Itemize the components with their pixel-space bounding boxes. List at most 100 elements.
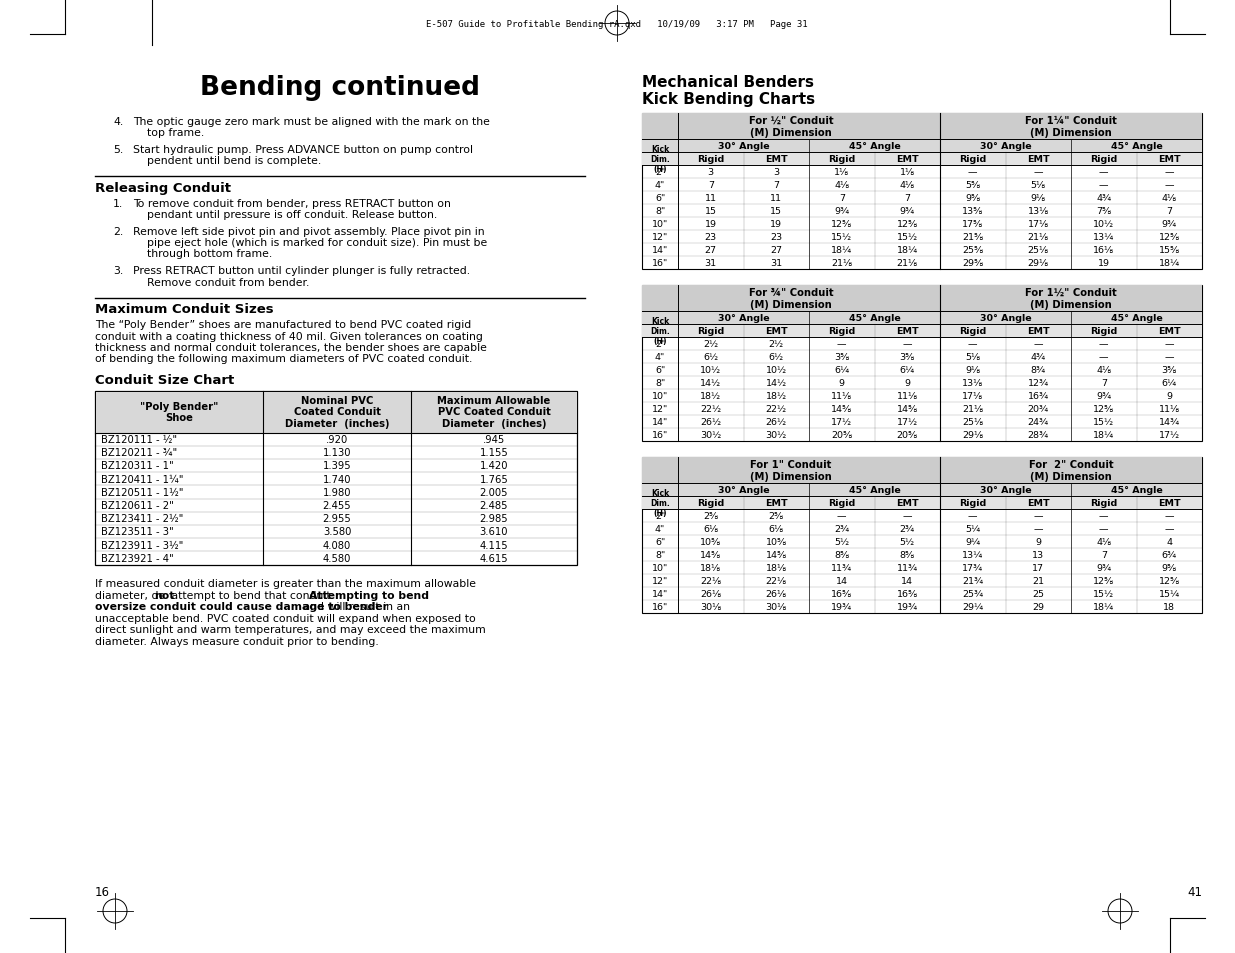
- Text: 45° Angle: 45° Angle: [848, 485, 900, 495]
- Text: 10½: 10½: [766, 366, 787, 375]
- Text: 16": 16": [652, 431, 668, 439]
- Text: —: —: [1165, 339, 1174, 349]
- Text: EMT: EMT: [895, 498, 919, 507]
- Text: 12⅝: 12⅝: [831, 220, 852, 229]
- Text: 3.610: 3.610: [479, 527, 509, 537]
- Text: 17¾: 17¾: [962, 563, 983, 573]
- Text: 22⅛: 22⅛: [700, 577, 721, 585]
- Text: 17½: 17½: [1158, 431, 1179, 439]
- Bar: [642, 497, 1202, 510]
- Text: 19: 19: [1098, 258, 1110, 268]
- Bar: [95, 391, 577, 433]
- Text: 4⅛: 4⅛: [1097, 537, 1112, 546]
- Text: 21: 21: [1032, 577, 1045, 585]
- Text: 9: 9: [1166, 392, 1172, 400]
- Text: 7: 7: [708, 181, 714, 190]
- Text: E-507 Guide to Profitable Bending rA.qxd   10/19/09   3:17 PM   Page 31: E-507 Guide to Profitable Bending rA.qxd…: [426, 20, 808, 29]
- Text: EMT: EMT: [1028, 327, 1050, 335]
- Text: Releasing Conduit: Releasing Conduit: [95, 182, 231, 194]
- Text: 12⅝: 12⅝: [1158, 233, 1179, 242]
- Text: 10⅝: 10⅝: [700, 537, 721, 546]
- Text: 18¼: 18¼: [1093, 602, 1114, 612]
- Text: 13⅛: 13⅛: [1028, 207, 1049, 215]
- Text: Rigid: Rigid: [1091, 327, 1118, 335]
- Text: Kick
Dim.
(H): Kick Dim. (H): [650, 145, 669, 173]
- Text: Rigid: Rigid: [829, 498, 856, 507]
- Text: 16": 16": [652, 258, 668, 268]
- Text: 11: 11: [771, 193, 782, 203]
- Text: 20⅝: 20⅝: [897, 431, 918, 439]
- Text: 7: 7: [1166, 207, 1172, 215]
- Text: 5½: 5½: [899, 537, 915, 546]
- Text: Rigid: Rigid: [697, 327, 725, 335]
- Text: 30½: 30½: [766, 431, 787, 439]
- Text: 2⅝: 2⅝: [703, 512, 719, 520]
- Text: 9: 9: [904, 378, 910, 388]
- Text: 9¾: 9¾: [1097, 392, 1112, 400]
- Text: 7: 7: [904, 193, 910, 203]
- Text: 1.765: 1.765: [479, 475, 509, 484]
- Text: EMT: EMT: [1158, 498, 1181, 507]
- Text: 2½: 2½: [703, 339, 719, 349]
- Text: 20⅝: 20⅝: [831, 431, 852, 439]
- Text: diameter, do: diameter, do: [95, 590, 169, 600]
- Text: —: —: [1099, 353, 1109, 361]
- Text: Remove left side pivot pin and pivot assembly. Place pivot pin in
    pipe eject: Remove left side pivot pin and pivot ass…: [133, 227, 488, 259]
- Text: 9: 9: [839, 378, 845, 388]
- Text: —: —: [1034, 524, 1044, 534]
- Text: Rigid: Rigid: [960, 154, 987, 164]
- Text: 23: 23: [771, 233, 782, 242]
- Text: 16⅛: 16⅛: [1093, 246, 1114, 254]
- Text: 19: 19: [771, 220, 782, 229]
- Text: 4.580: 4.580: [322, 554, 351, 563]
- Bar: [642, 286, 940, 312]
- Text: 15¼: 15¼: [1158, 589, 1179, 598]
- Text: Kick Bending Charts: Kick Bending Charts: [642, 91, 815, 107]
- Text: 30½: 30½: [700, 431, 721, 439]
- Text: 5⅝: 5⅝: [965, 181, 981, 190]
- Text: 6": 6": [655, 537, 666, 546]
- Bar: [642, 152, 1202, 166]
- Text: 4⅛: 4⅛: [834, 181, 850, 190]
- Text: 16¾: 16¾: [1028, 392, 1049, 400]
- Text: 17: 17: [1032, 563, 1045, 573]
- Text: 24¾: 24¾: [1028, 417, 1049, 427]
- Text: —: —: [1034, 168, 1044, 177]
- Text: For ½" Conduit
(M) Dimension: For ½" Conduit (M) Dimension: [748, 116, 834, 137]
- Text: To remove conduit from bender, press RETRACT button on
    pendant until pressur: To remove conduit from bender, press RET…: [133, 199, 451, 220]
- Text: 9¾: 9¾: [834, 207, 850, 215]
- Text: 13⅛: 13⅛: [962, 378, 983, 388]
- Text: 14⅝: 14⅝: [700, 551, 721, 559]
- Text: EMT: EMT: [1028, 154, 1050, 164]
- Text: 5⅛: 5⅛: [966, 353, 981, 361]
- Text: 22⅛: 22⅛: [766, 577, 787, 585]
- Text: —: —: [1165, 353, 1174, 361]
- Text: 1.: 1.: [112, 199, 124, 209]
- Text: 29: 29: [1032, 602, 1045, 612]
- Text: 17⅛: 17⅛: [962, 392, 983, 400]
- Text: 16: 16: [95, 885, 110, 898]
- Text: 11: 11: [705, 193, 716, 203]
- Text: 4.115: 4.115: [479, 540, 509, 550]
- Text: 6½: 6½: [703, 353, 719, 361]
- Text: 19¾: 19¾: [831, 602, 852, 612]
- Text: 2": 2": [655, 168, 666, 177]
- Text: 10⅝: 10⅝: [766, 537, 787, 546]
- Text: BZ120311 - 1": BZ120311 - 1": [101, 461, 174, 471]
- Text: 25⅝: 25⅝: [962, 246, 983, 254]
- Text: Maximum Conduit Sizes: Maximum Conduit Sizes: [95, 303, 274, 316]
- Text: 11¾: 11¾: [897, 563, 918, 573]
- Text: 15: 15: [705, 207, 716, 215]
- Text: 15½: 15½: [897, 233, 918, 242]
- Text: 29¼: 29¼: [962, 602, 983, 612]
- Text: 4.615: 4.615: [479, 554, 509, 563]
- Text: unacceptable bend. PVC coated conduit will expand when exposed to: unacceptable bend. PVC coated conduit wi…: [95, 614, 475, 623]
- Text: 9¾: 9¾: [899, 207, 915, 215]
- Text: 8¾: 8¾: [1031, 366, 1046, 375]
- Text: EMT: EMT: [1158, 327, 1181, 335]
- Text: 9¾: 9¾: [1162, 220, 1177, 229]
- Text: 26½: 26½: [700, 417, 721, 427]
- Text: Nominal PVC
Coated Conduit
Diameter  (inches): Nominal PVC Coated Conduit Diameter (inc…: [285, 395, 389, 429]
- Text: For  2" Conduit
(M) Dimension: For 2" Conduit (M) Dimension: [1029, 459, 1113, 481]
- Text: 14": 14": [652, 417, 668, 427]
